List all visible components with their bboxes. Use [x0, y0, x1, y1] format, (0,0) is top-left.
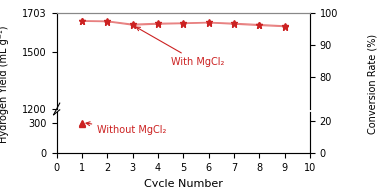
Text: Hydrogen Yield (mL g⁻¹): Hydrogen Yield (mL g⁻¹) [0, 25, 9, 143]
Text: Conversion Rate (%): Conversion Rate (%) [367, 34, 377, 134]
Text: With MgCl₂: With MgCl₂ [136, 27, 224, 67]
X-axis label: Cycle Number: Cycle Number [144, 179, 223, 187]
Text: Without MgCl₂: Without MgCl₂ [86, 122, 167, 135]
